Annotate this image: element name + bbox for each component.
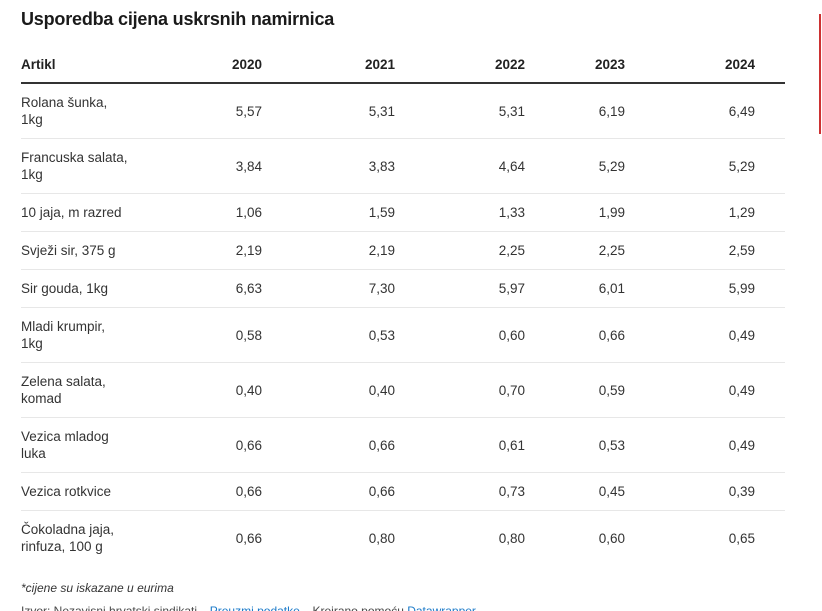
table-row: Sir gouda, 1kg 6,63 7,30 5,97 6,01 5,99 (21, 269, 785, 308)
datawrapper-link[interactable]: Datawrapper (407, 604, 476, 611)
price-cell: 0,65 (728, 530, 755, 546)
price-cell: 5,99 (625, 269, 785, 308)
price-cell: 2,59 (625, 231, 785, 270)
price-cell: 0,40 (171, 362, 262, 418)
price-cell: 0,60 (598, 530, 625, 546)
row-label: Svježi sir, 375 g (21, 231, 171, 270)
price-cell: 5,31 (395, 83, 525, 139)
price-cell: 5,97 (395, 269, 525, 308)
table-row: Rolana šunka, 1kg 5,57 5,31 5,31 6,19 6,49 (21, 83, 785, 139)
price-cell: 2,25 (525, 231, 625, 270)
price-cell: 7,30 (262, 269, 395, 308)
header-row: Artikl 2020 2021 2022 2023 2024 (21, 56, 785, 84)
table-body: Rolana šunka, 1kg 5,57 5,31 5,31 6,19 6,49 Fra… (21, 83, 785, 565)
row-label: Čokoladna jaja, rinfuza, 100 g (21, 522, 115, 554)
price-cell: 0,80 (498, 530, 525, 546)
row-label: Mladi krumpir, 1kg (21, 307, 171, 363)
table-row: Francuska salata, 1kg 3,84 3,83 4,64 5,29 5,2… (21, 138, 785, 194)
price-cell: 2,19 (171, 231, 262, 270)
column-header-2023: 2023 (525, 56, 625, 84)
price-cell: 0,39 (625, 472, 785, 511)
price-cell: 0,40 (262, 362, 395, 418)
credit-text: Kreirano pomoću (312, 604, 404, 611)
price-cell: 0,73 (395, 472, 525, 511)
scrollbar-thumb[interactable] (819, 14, 821, 134)
price-cell: 5,57 (171, 83, 262, 139)
price-cell: 3,84 (171, 138, 262, 194)
price-cell: 0,58 (171, 307, 262, 363)
column-header-2022: 2022 (395, 56, 525, 84)
column-header-2021: 2021 (262, 56, 395, 84)
price-cell: 6,49 (625, 83, 785, 139)
price-cell: 0,53 (525, 417, 625, 473)
page: Usporedba cijena uskrsnih namirnica Arti… (21, 9, 800, 611)
price-cell: 0,66 (525, 307, 625, 363)
column-header-2020: 2020 (171, 56, 262, 84)
price-cell: 5,31 (262, 83, 395, 139)
price-cell: 0,61 (395, 417, 525, 473)
source-text: Izvor: Nezavisni hrvatski sindikati (21, 604, 198, 611)
row-label: 10 jaja, m razred (21, 193, 171, 232)
row-label: Vezica mladog luka (21, 417, 171, 473)
price-cell: 0,80 (368, 530, 395, 546)
separator-dot: · (201, 604, 206, 611)
row-label: Rolana šunka, 1kg (21, 83, 171, 139)
price-cell: 5,29 (625, 138, 785, 194)
price-cell: 0,53 (262, 307, 395, 363)
table-row: 10 jaja, m razred 1,06 1,59 1,33 1,99 1,29 (21, 193, 785, 232)
row-label: Vezica rotkvice (21, 472, 171, 511)
price-cell: 0,60 (395, 307, 525, 363)
price-cell: 0,49 (625, 307, 785, 363)
price-cell: 0,49 (625, 417, 785, 473)
table-row: Svježi sir, 375 g 2,19 2,19 2,25 2,25 2,59 (21, 231, 785, 270)
price-cell: 2,25 (395, 231, 525, 270)
price-cell: 6,01 (525, 269, 625, 308)
price-cell: 0,66 (235, 530, 262, 546)
price-cell: 1,06 (171, 193, 262, 232)
price-cell: 1,59 (262, 193, 395, 232)
price-cell: 5,29 (525, 138, 625, 194)
price-cell: 1,29 (625, 193, 785, 232)
price-cell: 0,66 (171, 417, 262, 473)
row-label: Sir gouda, 1kg (21, 269, 171, 308)
price-cell: 0,59 (525, 362, 625, 418)
chart-title: Usporedba cijena uskrsnih namirnica (21, 9, 335, 29)
price-cell: 1,99 (525, 193, 625, 232)
table-row: Zelena salata, komad 0,40 0,40 0,70 0,59 0,49 (21, 362, 785, 418)
table-row: Čokoladna jaja, rinfuza, 100 g 0,66 0,80 0,… (21, 511, 785, 566)
download-data-link[interactable]: Preuzmi podatke (209, 604, 300, 611)
price-cell: 0,49 (625, 362, 785, 418)
price-cell: 6,19 (525, 83, 625, 139)
price-cell: 1,33 (395, 193, 525, 232)
price-cell: 2,19 (262, 231, 395, 270)
footnote: *cijene su iskazane u eurima (21, 581, 174, 595)
source-line: Izvor: Nezavisni hrvatski sindikati · Pr… (21, 604, 800, 611)
column-header-artikl: Artikl (21, 56, 171, 84)
price-cell: 3,83 (262, 138, 395, 194)
price-cell: 0,70 (395, 362, 525, 418)
price-comparison-table: Artikl 2020 2021 2022 2023 2024 Rolana š… (21, 56, 785, 565)
price-cell: 0,45 (525, 472, 625, 511)
table-row: Vezica rotkvice 0,66 0,66 0,73 0,45 0,39 (21, 472, 785, 511)
row-label: Zelena salata, komad (21, 362, 171, 418)
row-label: Francuska salata, 1kg (21, 138, 171, 194)
column-header-2024: 2024 (625, 56, 785, 84)
price-cell: 4,64 (395, 138, 525, 194)
price-cell: 0,66 (262, 472, 395, 511)
price-cell: 0,66 (171, 472, 262, 511)
table-row: Mladi krumpir, 1kg 0,58 0,53 0,60 0,66 0,49 (21, 307, 785, 363)
price-cell: 0,66 (262, 417, 395, 473)
table-row: Vezica mladog luka 0,66 0,66 0,61 0,53 0,49 (21, 417, 785, 473)
separator-dot: · (304, 604, 309, 611)
price-cell: 6,63 (171, 269, 262, 308)
